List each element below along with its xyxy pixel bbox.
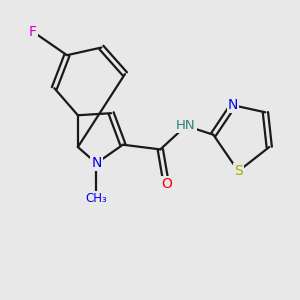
Text: N: N [91, 156, 102, 170]
Text: CH₃: CH₃ [85, 192, 107, 205]
Text: F: F [29, 25, 37, 39]
Text: S: S [234, 164, 243, 178]
Text: O: O [161, 177, 172, 191]
Text: HN: HN [176, 119, 196, 132]
Text: N: N [228, 98, 238, 112]
